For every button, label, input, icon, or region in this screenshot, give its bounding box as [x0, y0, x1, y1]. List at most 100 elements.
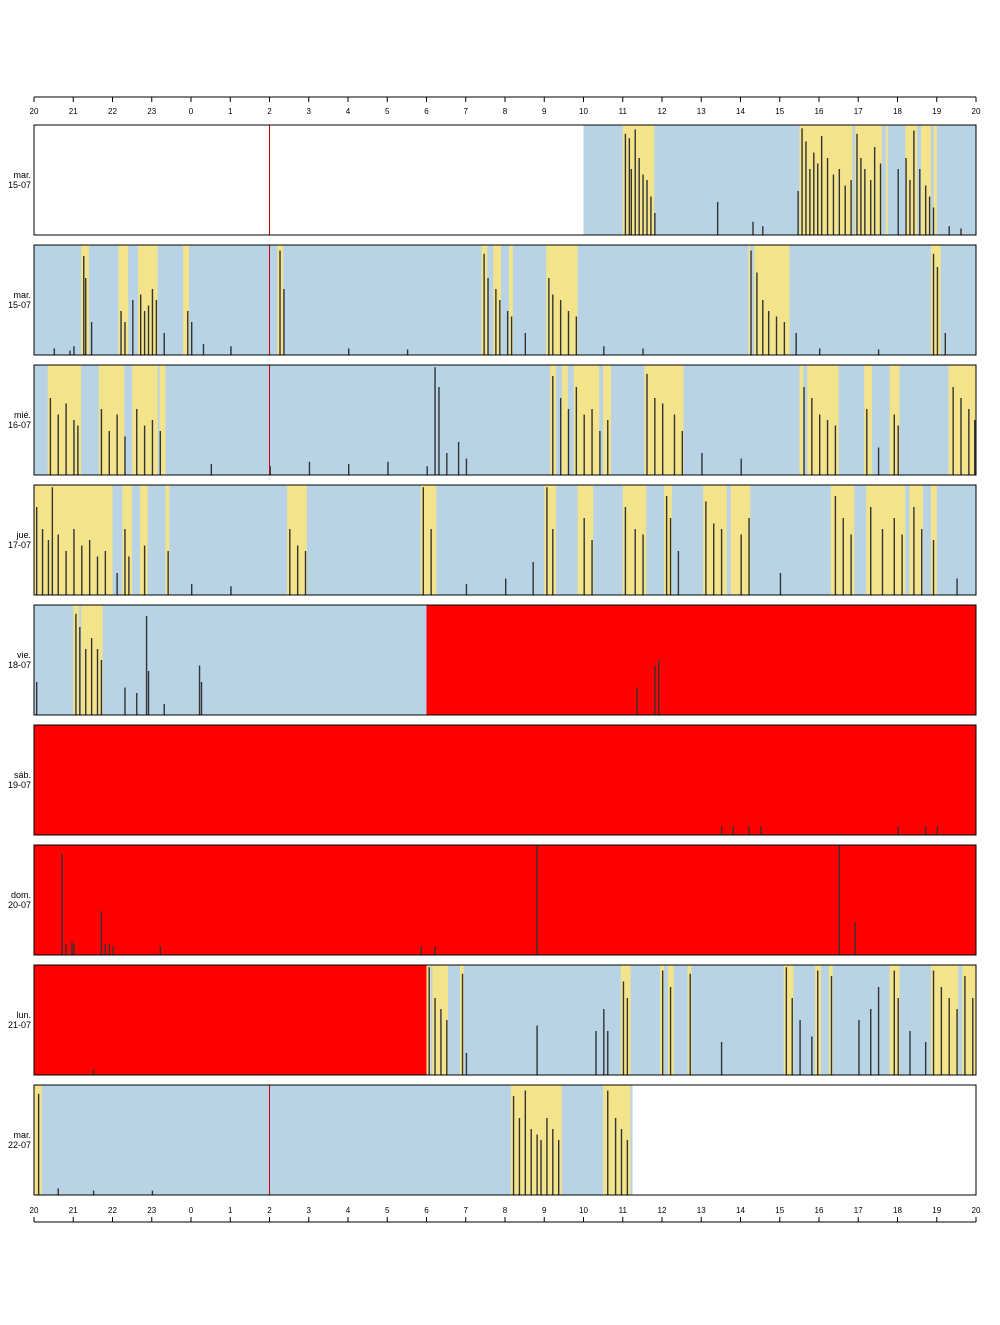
day-row	[33, 484, 977, 596]
activity-bar	[809, 169, 811, 235]
activity-bar	[583, 518, 585, 595]
activity-bar	[924, 826, 927, 835]
activity-bar	[654, 398, 656, 475]
activity-bar	[548, 278, 550, 355]
activity-bar	[230, 346, 232, 355]
sleep-span	[122, 485, 133, 595]
activity-bar	[559, 398, 562, 475]
activity-bar	[750, 250, 752, 355]
activity-bar	[928, 196, 931, 235]
activity-bar	[210, 464, 213, 475]
sleep-span	[909, 485, 924, 595]
activity-bar	[90, 638, 93, 715]
activity-bar	[37, 1093, 40, 1195]
activity-bar	[279, 250, 281, 355]
x-tick-label: 10	[579, 1206, 588, 1215]
x-tick-label: 14	[736, 107, 745, 116]
x-tick-label: 9	[542, 1206, 547, 1215]
activity-bar	[654, 665, 656, 715]
activity-bar	[783, 322, 786, 355]
day-label: mar. 15-07	[0, 170, 31, 190]
activity-bar	[465, 1053, 468, 1075]
activity-bar	[762, 226, 764, 235]
activity-bar	[35, 682, 38, 715]
sleep-span	[864, 365, 872, 475]
activity-bar	[100, 911, 103, 955]
day-label: mar. 22-07	[0, 1130, 31, 1150]
activity-bar	[913, 507, 915, 595]
x-tick-label: 2	[267, 1206, 272, 1215]
activity-bar	[752, 221, 754, 235]
activity-bar	[805, 141, 807, 235]
row-frame	[33, 124, 977, 236]
sleep-span	[930, 965, 959, 1075]
sleep-span	[459, 965, 464, 1075]
activity-bar	[163, 704, 165, 715]
activity-bar	[642, 534, 644, 595]
x-tick-label: 18	[893, 107, 902, 116]
activity-bar	[638, 158, 640, 235]
x-tick-label: 22	[108, 1206, 117, 1215]
x-tick-label: 19	[932, 107, 941, 116]
activity-bar	[607, 1031, 609, 1075]
sleep-span	[866, 485, 906, 595]
x-tick-label: 15	[775, 1206, 784, 1215]
activity-bar	[677, 551, 680, 595]
x-tick-label: 21	[69, 1206, 78, 1215]
top-hour-axis: 20 21 22 23 0 1 2 3 4 5 6 7 8 9 10 11 12 13 14 15 16 17 18 19 20	[30, 96, 981, 116]
activity-bar	[873, 147, 876, 235]
activity-bar	[870, 507, 872, 595]
activity-bar	[630, 169, 632, 235]
sleep-span	[287, 485, 307, 595]
activity-bar	[858, 1020, 860, 1075]
sleep-span	[783, 965, 794, 1075]
activity-bar	[536, 1134, 538, 1195]
activity-bar	[779, 573, 782, 595]
sleep-span	[620, 965, 631, 1075]
activity-bar	[546, 487, 548, 595]
awake-span	[34, 245, 976, 355]
activity-bar	[61, 853, 63, 955]
activity-bar	[948, 998, 950, 1075]
day-label-weekday: sáb.	[13, 770, 31, 780]
x-tick-label: 15	[775, 107, 784, 116]
activity-bar	[748, 518, 750, 595]
activity-bar	[795, 333, 797, 355]
activity-bar	[877, 447, 880, 475]
day-label-date: 16-07	[7, 420, 31, 430]
activity-bar	[65, 403, 67, 475]
activity-bar	[112, 946, 114, 955]
activity-bar	[104, 944, 107, 955]
activity-bar	[850, 180, 852, 235]
activity-bar	[662, 403, 664, 475]
activity-bar	[740, 534, 742, 595]
activity-bar	[434, 367, 436, 475]
activity-bar	[49, 398, 52, 475]
activity-bar	[646, 180, 648, 235]
sleep-span	[748, 245, 751, 355]
day-label-weekday: jue.	[16, 530, 31, 540]
x-tick-label: 12	[658, 107, 667, 116]
activity-bar	[811, 1036, 813, 1075]
activity-bar	[842, 518, 844, 595]
activity-bar	[913, 130, 915, 235]
x-tick-label: 0	[189, 107, 194, 116]
activity-bar	[701, 453, 703, 475]
day-label-date: 19-07	[7, 780, 31, 790]
activity-bar	[536, 845, 538, 955]
day-label-date: 20-07	[7, 900, 31, 910]
activity-bar	[940, 987, 943, 1075]
activity-bar	[116, 573, 118, 595]
x-tick-label: 7	[464, 107, 469, 116]
activity-bar	[716, 202, 719, 235]
activity-bar	[813, 152, 815, 235]
activity-bar	[669, 987, 672, 1075]
activity-bar	[143, 545, 146, 595]
activity-bar	[510, 316, 513, 355]
activity-bar	[524, 1090, 527, 1195]
activity-bar	[57, 534, 59, 595]
activity-bar	[426, 466, 428, 475]
activity-bar	[968, 409, 970, 475]
activity-bar	[116, 414, 118, 475]
